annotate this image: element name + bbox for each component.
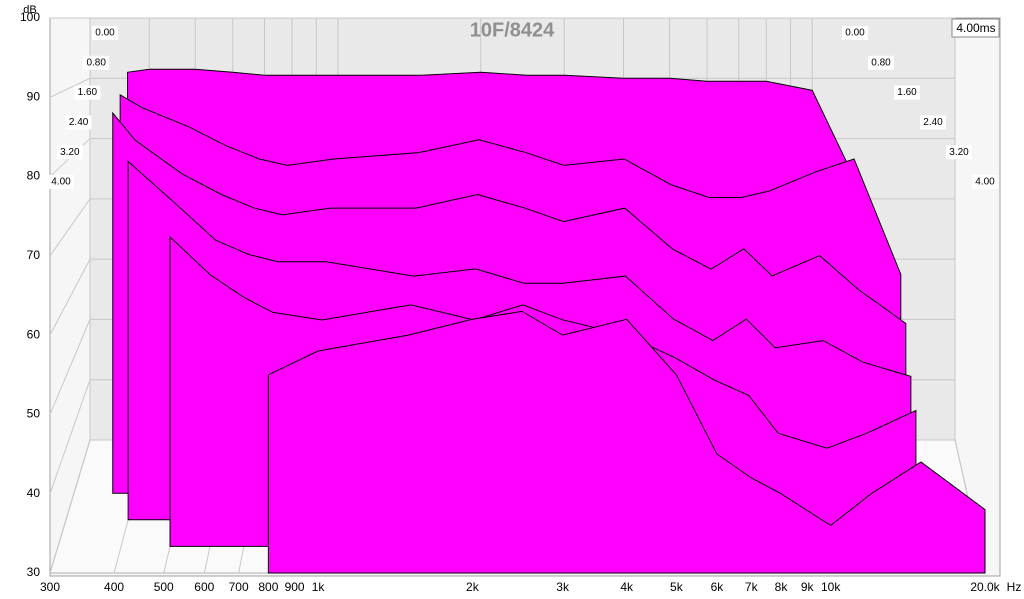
- z-tick-box: [920, 115, 946, 130]
- time-axis-label: 4.00ms: [956, 21, 995, 35]
- x-tick-label: 3k: [556, 580, 570, 594]
- x-tick-label: 9k: [801, 580, 815, 594]
- z-tick-box: [92, 26, 118, 40]
- z-tick-label: 0.00: [845, 28, 865, 39]
- time-box: [951, 18, 1000, 38]
- z-tick-label: 0.80: [86, 57, 106, 68]
- x-tick-label: 1k: [312, 580, 326, 594]
- x-tick-label: 600: [194, 580, 214, 594]
- y-tick-label: 70: [27, 248, 41, 262]
- chart-title: 10F/8424: [470, 19, 555, 41]
- z-tick-box: [894, 85, 920, 100]
- x-axis-label: Hz: [1007, 580, 1022, 594]
- y-tick-label: 60: [27, 327, 41, 341]
- y-axis-label: dB: [23, 4, 36, 16]
- z-tick-box: [65, 115, 92, 130]
- z-tick-label: 2.40: [69, 117, 89, 128]
- z-tick-box: [842, 26, 868, 40]
- slices: [112, 68, 986, 574]
- y-tick-label: 30: [27, 565, 41, 579]
- z-tick-box: [74, 85, 101, 100]
- x-tick-label: 2k: [466, 580, 480, 594]
- x-tick-label: 5k: [670, 580, 684, 594]
- z-tick-label: 0.00: [95, 28, 115, 39]
- z-tick-label: 1.60: [897, 87, 917, 98]
- decay-slice: [267, 310, 986, 574]
- x-tick-label: 7k: [745, 580, 759, 594]
- z-tick-box: [56, 145, 83, 160]
- z-tick-box: [972, 175, 998, 189]
- z-tick-box: [868, 55, 894, 70]
- x-tick-label: 300: [40, 580, 60, 594]
- y-tick-label: 80: [27, 169, 41, 183]
- z-tick-box: [946, 145, 972, 160]
- labels: 30 40 50 60 70 80 90 100 300 400 500 600 700 800 900 1k…: [20, 10, 1001, 594]
- x-tick-label: 500: [154, 580, 174, 594]
- x-tick-label: 4k: [620, 580, 634, 594]
- z-tick-box: [83, 55, 110, 70]
- z-tick-label: 1.60: [78, 87, 98, 98]
- y-tick-label: 40: [27, 486, 41, 500]
- x-tick-label: 800: [258, 580, 278, 594]
- z-tick-box: [48, 175, 74, 189]
- y-tick-label: 90: [27, 89, 41, 103]
- x-tick-label: 400: [104, 580, 124, 594]
- z-tick-label: 2.40: [923, 117, 943, 128]
- y-tick-label: 50: [27, 407, 41, 421]
- x-tick-label: 10k: [821, 580, 841, 594]
- z-tick-label: 3.20: [949, 147, 969, 158]
- y-tick-label: 100: [20, 10, 40, 24]
- x-tick-label: 900: [285, 580, 305, 594]
- z-tick-label: 3.20: [60, 147, 80, 158]
- x-tick-label: 700: [229, 580, 249, 594]
- z-tick-label: 0.80: [871, 57, 891, 68]
- x-tick-label: 6k: [711, 580, 725, 594]
- z-tick-label: 4.00: [975, 177, 995, 188]
- grid-line: [49, 18, 91, 574]
- x-tick-label: 20.0k: [970, 580, 1000, 594]
- x-tick-label: 8k: [775, 580, 789, 594]
- z-tick-label: 4.00: [51, 177, 71, 188]
